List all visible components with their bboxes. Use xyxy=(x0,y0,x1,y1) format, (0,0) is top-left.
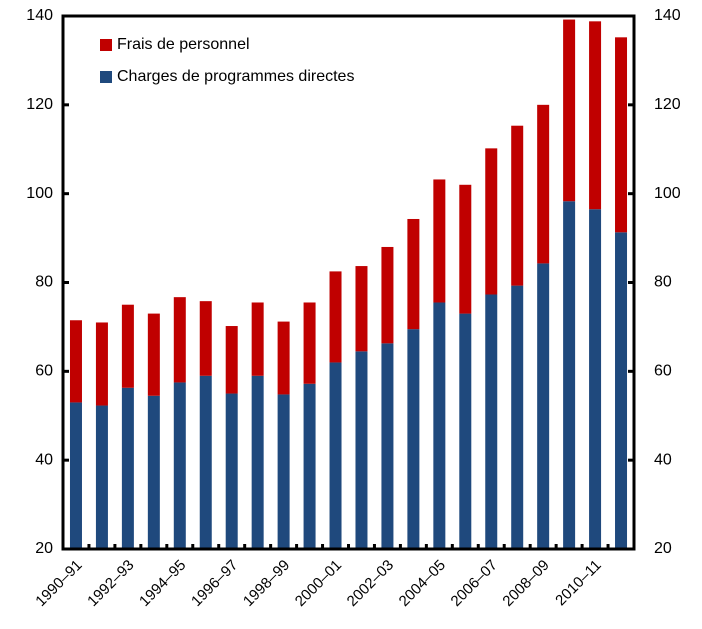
bar-segment xyxy=(121,304,134,388)
bar-segment xyxy=(563,201,576,549)
x-tick-label: 1994–95 xyxy=(136,557,189,610)
bar-segment xyxy=(69,402,82,549)
bar-segment xyxy=(95,322,108,406)
x-tick-label: 2006–07 xyxy=(448,557,501,610)
bar-segment xyxy=(147,395,160,549)
bar-segment xyxy=(95,405,108,549)
bar-segment xyxy=(225,393,238,549)
bar-segment xyxy=(537,263,550,549)
y2-tick-label: 100 xyxy=(654,185,681,202)
bar-segment xyxy=(407,329,420,549)
bar-segment xyxy=(355,266,368,352)
bar-segment xyxy=(277,394,290,549)
bar-segment xyxy=(381,246,394,344)
legend-swatch xyxy=(100,71,112,83)
bar-segment xyxy=(485,294,498,549)
x-tick-label: 1996–97 xyxy=(188,557,241,610)
bar-segment xyxy=(589,209,602,549)
y2-tick-label: 120 xyxy=(654,96,681,113)
bar-segment xyxy=(251,375,264,549)
bar-segment xyxy=(303,383,316,549)
bar-segment xyxy=(537,104,550,264)
bar-segment xyxy=(615,37,628,233)
bar-segment xyxy=(459,184,472,314)
y-tick-label: 100 xyxy=(26,185,53,202)
x-tick-label: 2000–01 xyxy=(292,557,345,610)
bar-segment xyxy=(147,313,160,396)
bar-segment xyxy=(173,297,186,383)
y2-tick-label: 20 xyxy=(654,540,672,557)
bar-segment xyxy=(615,232,628,549)
bar-segment xyxy=(511,125,524,286)
x-tick-label: 2010–11 xyxy=(552,557,605,610)
bar-segment xyxy=(563,19,576,202)
bar-segment xyxy=(173,382,186,549)
bar-segment xyxy=(485,148,498,295)
bar-segment xyxy=(277,321,290,395)
legend-label: Frais de personnel xyxy=(117,36,250,53)
y2-tick-label: 140 xyxy=(654,7,681,24)
bar-segment xyxy=(407,218,420,330)
bar-segment xyxy=(589,21,602,210)
y2-tick-label: 60 xyxy=(654,363,672,380)
y-tick-label: 80 xyxy=(35,274,53,291)
x-tick-label: 2002–03 xyxy=(344,557,397,610)
bar-segment xyxy=(329,362,342,549)
bar-segment xyxy=(251,302,264,376)
bar-segment xyxy=(329,271,342,363)
y-tick-label: 20 xyxy=(35,540,53,557)
bar-segment xyxy=(433,302,446,549)
bar-segment xyxy=(303,302,316,384)
bar-segment xyxy=(511,285,524,549)
bar-segment xyxy=(459,313,472,549)
bar-segment xyxy=(225,326,238,394)
y-tick-label: 120 xyxy=(26,96,53,113)
x-tick-label: 1990–91 xyxy=(32,557,85,610)
x-tick-label: 1998–99 xyxy=(240,557,293,610)
bar-segment xyxy=(433,179,446,303)
y-tick-label: 60 xyxy=(35,363,53,380)
bar-segment xyxy=(199,375,212,549)
bar-segment xyxy=(199,301,212,376)
x-tick-label: 2008–09 xyxy=(499,557,552,610)
y-tick-label: 140 xyxy=(26,7,53,24)
bar-segment xyxy=(381,343,394,549)
bar-segment xyxy=(69,320,82,403)
legend-label: Charges de programmes directes xyxy=(117,68,354,85)
x-tick-label: 1992–93 xyxy=(84,557,137,610)
y2-tick-label: 40 xyxy=(654,451,672,468)
bar-segment xyxy=(121,387,134,549)
y-tick-label: 40 xyxy=(35,451,53,468)
legend-swatch xyxy=(100,39,112,51)
x-tick-label: 2004–05 xyxy=(396,557,449,610)
y2-tick-label: 80 xyxy=(654,274,672,291)
bar-segment xyxy=(355,351,368,549)
